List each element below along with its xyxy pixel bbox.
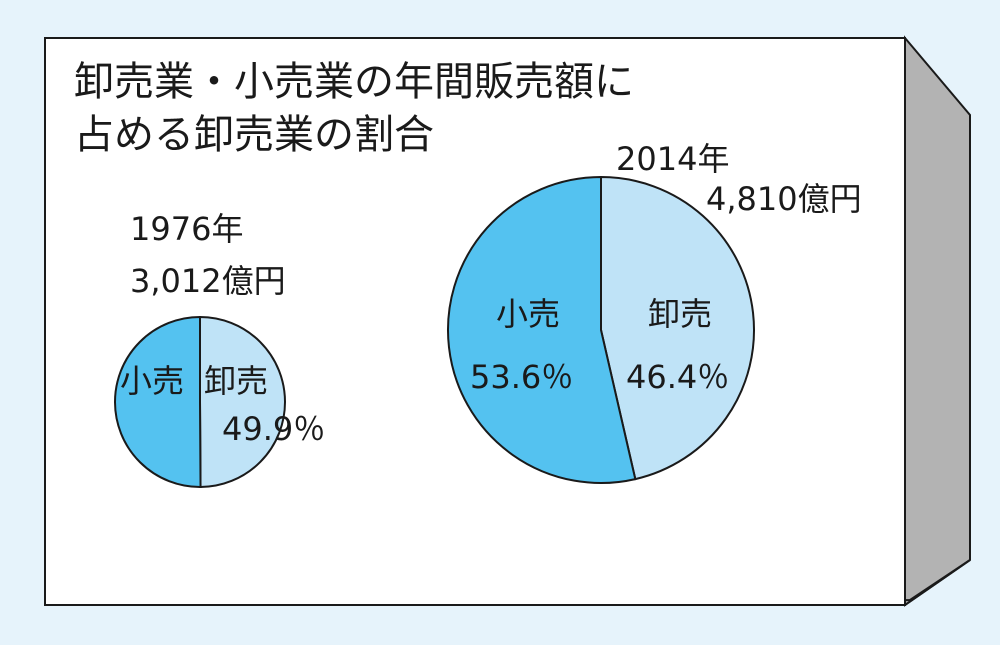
pie-2014 [447, 175, 755, 484]
pie-2014-wholesale-label: 卸売 [648, 295, 712, 333]
pie-1976-wholesale-percent: 49.9％ [222, 410, 325, 448]
pie-2014-slice-wholesale [600, 175, 755, 481]
pie-1976-wholesale-label: 卸売 [204, 362, 268, 400]
pie-2014-wholesale-percent: 46.4％ [626, 358, 729, 396]
pie-1976-year-label: 1976年 [130, 210, 243, 248]
pie-1976-retail-label: 小売 [120, 362, 184, 400]
pie-1976 [114, 315, 286, 489]
pie-2014-total-label: 4,810億円 [706, 180, 862, 218]
chart-title-line-2: 占める卸売業の割合 [74, 112, 434, 158]
pie-2014-year-label: 2014年 [616, 140, 729, 178]
pie-1976-slice-wholesale [199, 315, 286, 489]
chart-title-line-1: 卸売業・小売業の年間販売額に [74, 59, 634, 105]
pie-2014-retail-percent: 53.6％ [470, 358, 573, 396]
panel-side-face [904, 35, 971, 607]
pie-2014-slice-retail [447, 175, 637, 484]
pie-1976-slice-retail [114, 315, 202, 488]
pie-2014-retail-label: 小売 [496, 295, 560, 333]
pie-1976-total-label: 3,012億円 [130, 262, 286, 300]
